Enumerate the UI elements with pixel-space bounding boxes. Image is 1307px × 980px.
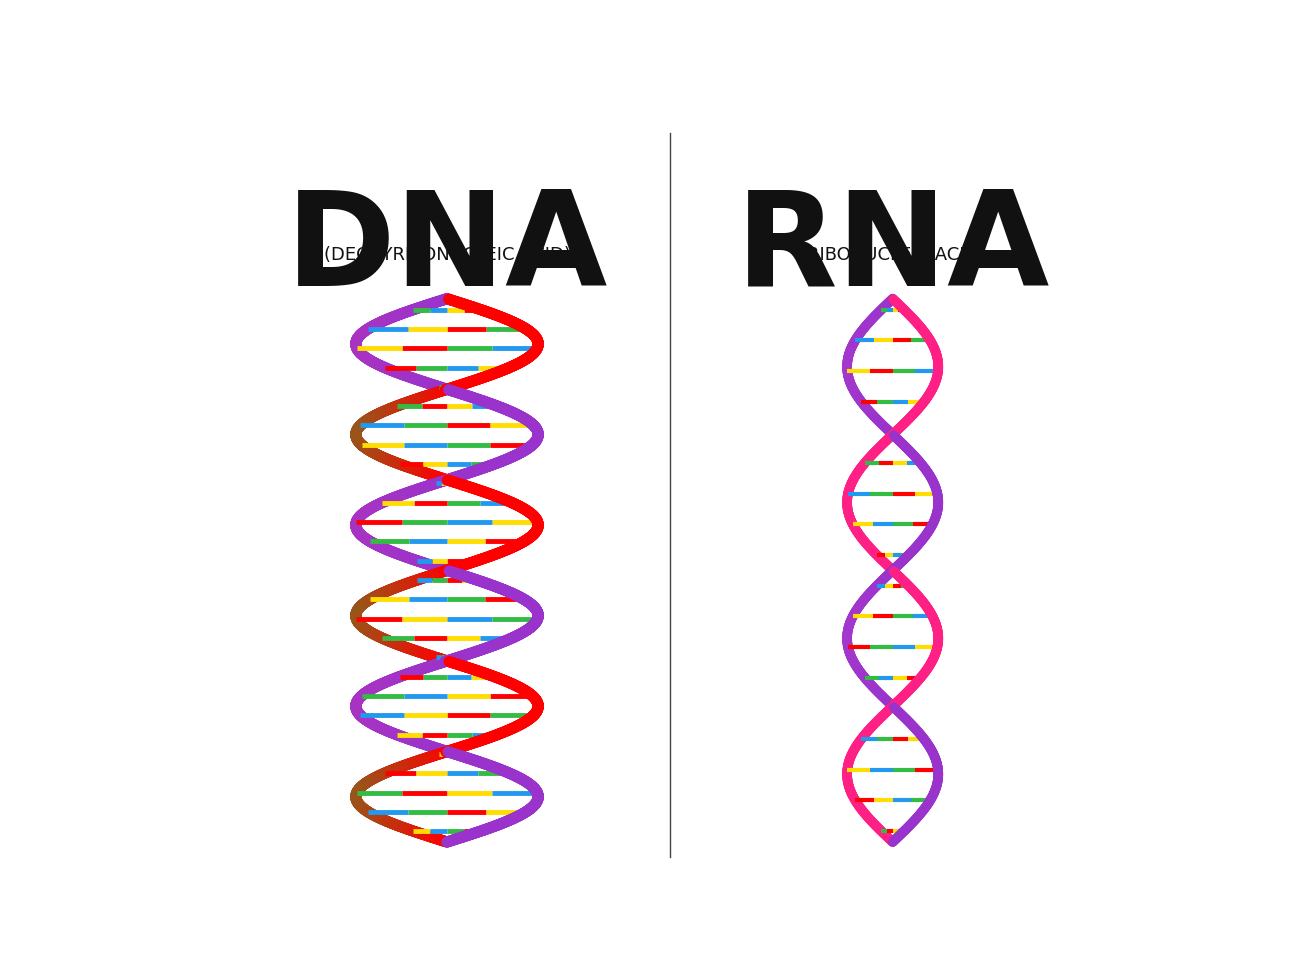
Text: RNA: RNA <box>736 185 1050 313</box>
Text: DNA: DNA <box>286 185 608 313</box>
Text: (DEOXYRIBONUCLEIC ACID): (DEOXYRIBONUCLEIC ACID) <box>324 246 570 264</box>
Text: (RIBONUCLEIC ACID): (RIBONUCLEIC ACID) <box>800 246 985 264</box>
